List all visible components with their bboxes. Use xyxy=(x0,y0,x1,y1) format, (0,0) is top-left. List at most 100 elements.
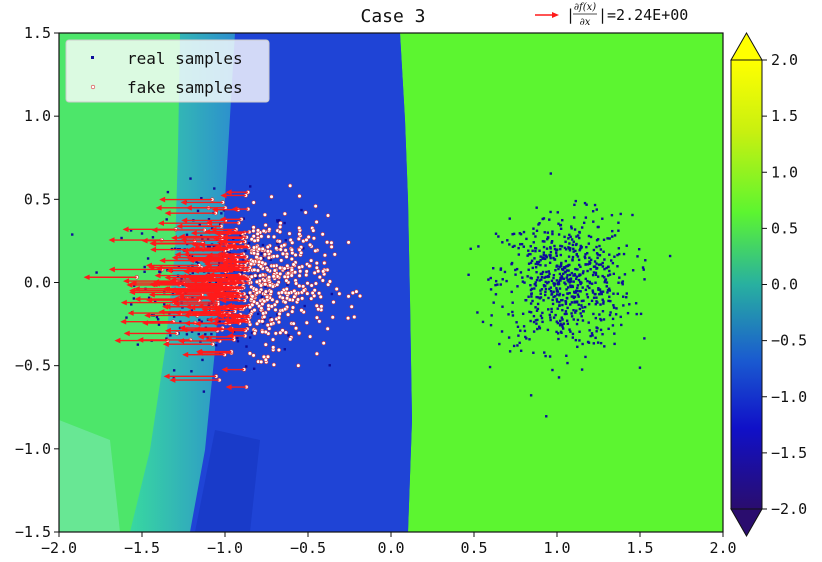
real-sample-point xyxy=(554,282,557,285)
lower-left-patch xyxy=(59,420,120,532)
fake-sample-point xyxy=(289,273,294,278)
annotation-suffix: |=2.24E+00 xyxy=(598,6,688,24)
real-sample-point xyxy=(260,295,264,298)
real-sample-point xyxy=(535,206,538,209)
fake-sample-point xyxy=(296,236,301,242)
real-sample-point xyxy=(594,273,598,277)
real-sample-point xyxy=(603,258,606,261)
x-tick-label: −1.0 xyxy=(207,539,243,557)
real-sample-point xyxy=(512,344,516,348)
real-sample-point xyxy=(559,253,562,257)
fake-sample-point xyxy=(271,274,276,279)
gradient-arrow-head xyxy=(226,273,233,280)
real-sample-point xyxy=(614,313,618,316)
real-sample-point xyxy=(548,355,552,358)
boundary-core xyxy=(190,33,412,532)
fake-sample-point xyxy=(316,307,321,312)
real-sample-point xyxy=(574,249,577,253)
real-sample-point xyxy=(488,365,492,369)
gradient-arrow-head xyxy=(164,327,171,334)
real-sample-point xyxy=(611,235,614,238)
real-sample-point xyxy=(530,292,533,296)
real-sample-point xyxy=(544,290,547,294)
real-sample-point xyxy=(564,248,568,251)
fake-sample-point xyxy=(271,254,276,259)
colorbar-body xyxy=(730,59,763,510)
real-sample-point xyxy=(634,302,638,305)
real-sample-point xyxy=(594,281,597,284)
real-sample-point xyxy=(507,313,510,316)
real-sample-point xyxy=(569,330,572,333)
real-sample-point xyxy=(608,237,611,240)
fake-sample-point xyxy=(275,254,280,259)
fake-sample-point xyxy=(271,263,276,269)
real-sample-point xyxy=(532,330,536,333)
real-sample-point xyxy=(534,284,538,287)
real-sample-point xyxy=(511,301,514,304)
real-sample-point xyxy=(553,244,556,248)
real-sample-point xyxy=(517,253,521,256)
gradient-arrow-head xyxy=(218,262,225,269)
real-sample-point xyxy=(212,245,216,248)
real-sample-point xyxy=(494,293,498,296)
real-sample-point xyxy=(591,289,594,292)
fake-sample-point xyxy=(263,329,268,335)
real-sample-point xyxy=(563,235,566,239)
fake-sample-point xyxy=(259,359,264,364)
fake-sample-point xyxy=(314,303,319,308)
fake-sample-point xyxy=(249,261,254,267)
fake-sample-point xyxy=(304,237,309,243)
real-sample-point xyxy=(528,338,531,341)
fake-sample-point xyxy=(314,265,319,270)
real-sample-point xyxy=(542,253,545,257)
real-sample-point xyxy=(530,295,533,298)
real-sample-point xyxy=(536,307,540,311)
fake-sample-point xyxy=(307,263,312,269)
fake-sample-point xyxy=(299,250,304,255)
real-sample-point xyxy=(277,245,281,249)
fake-sample-point xyxy=(292,288,297,294)
real-sample-point xyxy=(598,293,601,296)
real-sample-point xyxy=(564,335,568,338)
real-sample-point xyxy=(596,301,599,304)
real-sample-point xyxy=(557,222,560,225)
fake-sample-point xyxy=(314,219,319,225)
real-sample-point xyxy=(534,281,537,284)
fake-sample-point xyxy=(278,265,283,270)
fake-sample-point xyxy=(269,289,274,294)
real-sample-point xyxy=(546,237,549,241)
real-sample-point xyxy=(545,270,548,274)
real-sample-point xyxy=(536,302,540,306)
real-sample-point xyxy=(569,277,573,280)
gradient-arrow-head xyxy=(180,199,187,206)
fake-sample-point xyxy=(260,319,265,324)
real-sample-point xyxy=(583,255,586,258)
fake-sample-point xyxy=(258,283,264,288)
real-sample-point xyxy=(565,265,568,268)
real-sample-point xyxy=(571,243,575,247)
fake-sample-point xyxy=(252,308,257,313)
real-sample-point xyxy=(557,282,561,286)
real-sample-point xyxy=(218,320,221,323)
real-sample-point xyxy=(603,267,606,271)
gradient-arrow-head xyxy=(192,268,199,274)
gradient-arrow-head xyxy=(162,341,169,348)
real-sample-point xyxy=(582,310,585,313)
gradient-arrow-head xyxy=(184,320,191,327)
fake-sample-point xyxy=(255,321,260,326)
real-sample-point xyxy=(582,299,585,302)
fake-sample-point xyxy=(278,221,283,226)
legend-real-label: real samples xyxy=(127,49,243,68)
fake-sample-point xyxy=(254,287,259,292)
real-sample-point xyxy=(521,276,524,279)
gradient-arrow-head xyxy=(198,242,205,248)
real-sample-point xyxy=(490,314,493,317)
real-sample-point xyxy=(511,233,514,236)
fake-sample-point xyxy=(259,306,264,311)
gradient-arrow-head xyxy=(174,251,181,258)
real-sample-point xyxy=(611,324,615,327)
gradient-arrow-head xyxy=(189,304,196,311)
real-sample-point xyxy=(190,309,193,312)
gradient-arrow-head xyxy=(129,289,136,296)
real-sample-point xyxy=(532,241,535,244)
